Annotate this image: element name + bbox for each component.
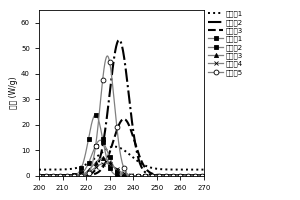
实施例1: [166, 168, 169, 171]
实施例2: [146, 173, 149, 175]
实施例2: [78, 174, 81, 176]
比较例2: [202, 175, 206, 177]
比较例5: [146, 175, 149, 177]
实施例1: [37, 168, 41, 171]
比较例4: [146, 175, 149, 177]
实施例3: [202, 174, 206, 176]
比较例1: [146, 175, 149, 177]
实施例3: [166, 174, 169, 176]
Line: 比较例2: 比较例2: [39, 140, 204, 176]
比较例1: [78, 170, 81, 173]
比较例2: [186, 175, 190, 177]
比较例4: [84, 172, 87, 175]
比较例1: [94, 114, 98, 116]
比较例4: [89, 169, 93, 172]
比较例3: [89, 166, 93, 169]
比较例5: [166, 175, 169, 177]
比较例1: [84, 153, 87, 155]
实施例1: [146, 165, 149, 168]
实施例3: [78, 174, 81, 176]
比较例3: [186, 175, 190, 177]
实施例2: [202, 174, 206, 176]
比较例5: [202, 175, 206, 177]
比较例3: [146, 175, 149, 177]
比较例3: [37, 175, 41, 177]
实施例2: [166, 174, 169, 176]
比较例1: [202, 175, 206, 177]
Line: 实施例3: 实施例3: [39, 119, 204, 175]
比较例2: [84, 168, 87, 170]
Line: 实施例2: 实施例2: [39, 40, 204, 175]
Line: 比较例5: 比较例5: [39, 56, 204, 176]
比较例2: [166, 175, 169, 177]
比较例3: [166, 175, 169, 177]
比较例3: [101, 157, 104, 159]
比较例4: [202, 175, 206, 177]
实施例3: [84, 174, 87, 176]
实施例1: [186, 168, 190, 171]
比较例4: [186, 175, 190, 177]
实施例1: [113, 145, 116, 148]
比较例1: [89, 124, 93, 127]
比较例5: [106, 55, 109, 57]
Legend: 实施例1, 实施例2, 实施例3, 比较例1, 比较例2, 比较例3, 比较例4, 比较例5: 实施例1, 实施例2, 实施例3, 比较例1, 比较例2, 比较例3, 比较例4…: [207, 10, 244, 76]
实施例2: [89, 172, 93, 175]
实施例1: [89, 160, 93, 162]
Line: 实施例1: 实施例1: [39, 147, 204, 170]
比较例5: [186, 175, 190, 177]
实施例1: [84, 163, 87, 166]
比较例5: [37, 175, 41, 177]
比较例5: [84, 174, 87, 176]
实施例1: [202, 168, 206, 171]
实施例3: [186, 174, 190, 176]
比较例1: [186, 175, 190, 177]
比较例5: [78, 175, 81, 177]
Line: 比较例1: 比较例1: [39, 115, 204, 176]
Y-axis label: 热流 (W/g): 热流 (W/g): [9, 77, 18, 109]
比较例4: [166, 175, 169, 177]
比较例4: [37, 175, 41, 177]
实施例1: [78, 166, 81, 168]
比较例4: [103, 162, 107, 164]
比较例2: [146, 175, 149, 177]
实施例3: [122, 118, 125, 120]
实施例2: [84, 174, 87, 176]
实施例2: [118, 39, 121, 41]
实施例2: [37, 174, 41, 176]
实施例3: [89, 174, 93, 176]
Line: 比较例4: 比较例4: [39, 163, 204, 176]
比较例2: [89, 155, 93, 158]
实施例2: [186, 174, 190, 176]
比较例3: [84, 171, 87, 174]
比较例3: [78, 174, 81, 176]
比较例5: [89, 166, 93, 168]
比较例2: [78, 173, 81, 176]
比较例2: [99, 139, 102, 141]
比较例4: [78, 174, 81, 177]
实施例3: [146, 169, 149, 172]
实施例3: [37, 174, 41, 176]
比较例3: [202, 175, 206, 177]
比较例1: [166, 175, 169, 177]
比较例2: [37, 175, 41, 177]
比较例1: [37, 175, 41, 177]
Line: 比较例3: 比较例3: [39, 158, 204, 176]
